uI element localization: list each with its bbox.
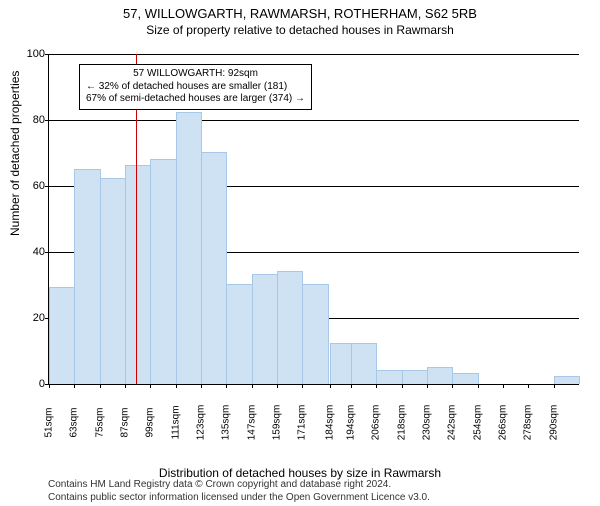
histogram-bar (252, 274, 278, 384)
x-tick-mark (427, 384, 428, 388)
y-tick-label: 0 (19, 378, 45, 390)
annotation-line3: 67% of semi-detached houses are larger (… (86, 93, 305, 106)
histogram-bar (351, 343, 377, 384)
histogram-bar (277, 271, 303, 384)
x-tick-mark (351, 384, 352, 388)
x-tick-mark (503, 384, 504, 388)
chart-subtitle: Size of property relative to detached ho… (0, 23, 600, 37)
x-tick-mark (49, 384, 50, 388)
y-tick-label: 20 (19, 312, 45, 324)
y-tick-mark (45, 54, 49, 55)
x-tick-mark (226, 384, 227, 388)
histogram-bar (49, 287, 75, 384)
histogram-bar (452, 373, 478, 384)
x-tick-mark (150, 384, 151, 388)
y-tick-mark (45, 186, 49, 187)
x-tick-mark (554, 384, 555, 388)
annotation-line2: ← 32% of detached houses are smaller (18… (86, 81, 305, 94)
chart-title: 57, WILLOWGARTH, RAWMARSH, ROTHERHAM, S6… (0, 6, 600, 21)
y-tick-label: 100 (19, 48, 45, 60)
grid-line (49, 120, 579, 121)
x-tick-mark (402, 384, 403, 388)
x-tick-mark (277, 384, 278, 388)
histogram-bar (402, 370, 428, 384)
histogram-bar (100, 178, 126, 384)
footer-line1: Contains HM Land Registry data © Crown c… (48, 479, 430, 492)
histogram-bar (554, 376, 580, 384)
grid-line (49, 54, 579, 55)
histogram-bar (376, 370, 402, 384)
x-tick-mark (100, 384, 101, 388)
x-tick-mark (125, 384, 126, 388)
x-tick-mark (528, 384, 529, 388)
histogram-bar (427, 367, 453, 385)
histogram-bar (74, 169, 100, 385)
footer-text: Contains HM Land Registry data © Crown c… (48, 479, 430, 504)
histogram-bar (176, 112, 202, 384)
y-tick-label: 80 (19, 114, 45, 126)
histogram-bar (150, 159, 176, 384)
x-tick-mark (176, 384, 177, 388)
chart-area: 02040608010051sqm63sqm75sqm87sqm99sqm111… (48, 54, 578, 424)
y-tick-label: 40 (19, 246, 45, 258)
histogram-bar (226, 284, 252, 384)
x-tick-mark (74, 384, 75, 388)
y-tick-label: 60 (19, 180, 45, 192)
footer-line2: Contains public sector information licen… (48, 492, 430, 505)
annotation-box: 57 WILLOWGARTH: 92sqm ← 32% of detached … (79, 64, 312, 110)
x-tick-mark (252, 384, 253, 388)
histogram-bar (302, 284, 328, 384)
x-tick-mark (302, 384, 303, 388)
annotation-line1: 57 WILLOWGARTH: 92sqm (86, 68, 305, 81)
x-tick-mark (376, 384, 377, 388)
plot-area: 02040608010051sqm63sqm75sqm87sqm99sqm111… (48, 54, 579, 385)
x-tick-mark (330, 384, 331, 388)
y-tick-mark (45, 120, 49, 121)
x-tick-mark (452, 384, 453, 388)
x-tick-mark (478, 384, 479, 388)
y-tick-mark (45, 252, 49, 253)
histogram-bar (125, 165, 151, 384)
x-axis-label: Distribution of detached houses by size … (0, 466, 600, 480)
x-tick-mark (201, 384, 202, 388)
y-axis-label: Number of detached properties (8, 71, 22, 236)
histogram-bar (201, 152, 227, 384)
